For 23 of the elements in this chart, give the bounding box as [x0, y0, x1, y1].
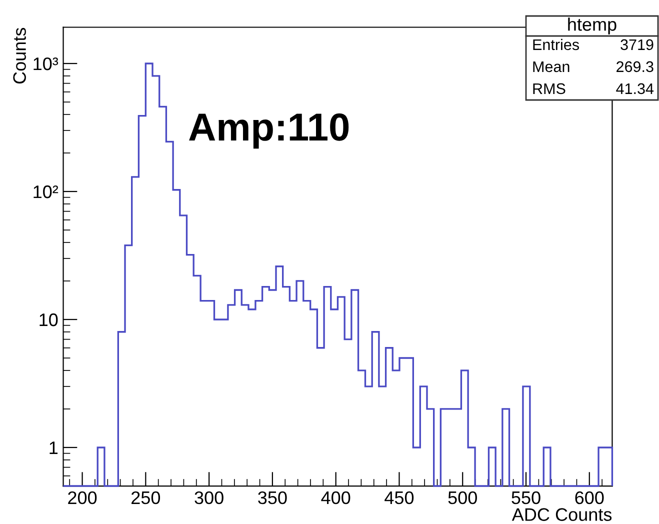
x-tick-label: 350 — [258, 491, 287, 504]
y-tick-label: 1 — [50, 442, 58, 454]
x-tick-label: 400 — [321, 491, 350, 504]
x-tick-label: 550 — [512, 491, 540, 504]
annotation: Mean — [533, 61, 570, 72]
x-tick-label: 500 — [448, 491, 477, 504]
y-tick-label: 10 — [40, 313, 58, 326]
annotation: Amp:110 — [189, 113, 349, 149]
annotation: RMS — [533, 83, 566, 94]
x-axis-title: ADC Counts — [512, 508, 612, 521]
y-tick-label: 10² — [34, 185, 58, 198]
x-tick-label: 250 — [132, 491, 160, 504]
annotation: htemp — [568, 18, 616, 34]
x-tick-label: 300 — [194, 491, 224, 504]
text: 269.3 — [616, 61, 654, 72]
x-tick-label: 200 — [68, 491, 97, 504]
x-tick-label: 450 — [384, 491, 414, 504]
y-tick-label: 10³ — [34, 57, 58, 70]
text: 3719 — [620, 39, 654, 50]
text: 41.34 — [616, 83, 654, 94]
x-tick-label: 600 — [575, 491, 604, 504]
annotation: Entries — [533, 38, 579, 50]
y-axis-title: Counts — [13, 28, 26, 84]
